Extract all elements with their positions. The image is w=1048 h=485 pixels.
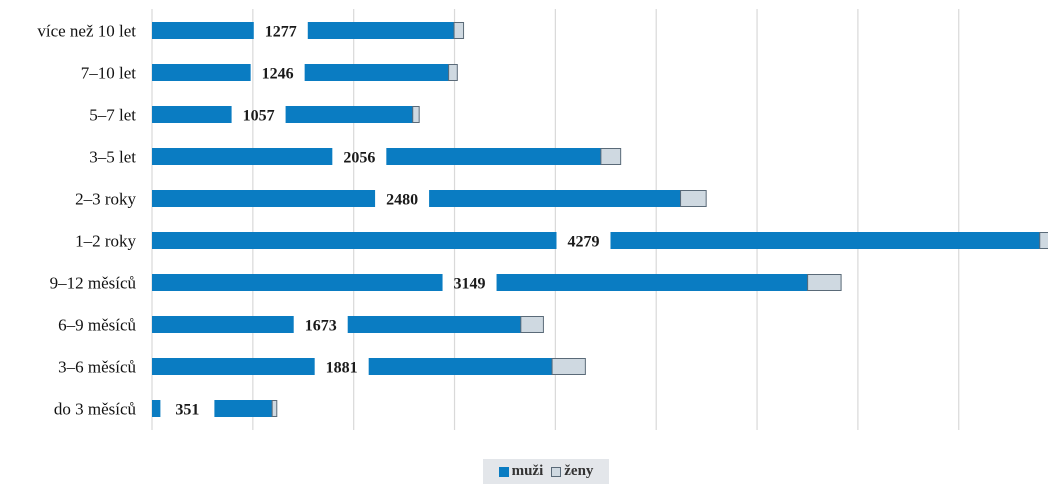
bar-zeny (680, 190, 707, 207)
bar-muzi (152, 316, 294, 333)
data-label: 3149 (454, 276, 486, 293)
bar-zeny (453, 22, 465, 39)
legend-label-zeny: ženy (564, 463, 594, 479)
data-label: 1881 (326, 360, 358, 377)
legend: muži ženy (483, 459, 609, 484)
bar-muzi (368, 358, 553, 375)
category-label: 7–10 let (81, 64, 137, 83)
legend-swatch-muzi (498, 466, 509, 477)
category-label: 3–5 let (89, 148, 136, 167)
category-label: 2–3 roky (75, 190, 136, 209)
data-label: 351 (175, 402, 199, 419)
bars (152, 22, 1048, 417)
category-label: 6–9 měsíců (58, 316, 136, 335)
bar-muzi (307, 22, 455, 39)
legend-label-muzi: muži (511, 463, 544, 479)
bar-muzi (386, 148, 601, 165)
bar-muzi (152, 232, 557, 249)
data-label: 1057 (243, 108, 275, 125)
legend-item-muzi: muži (498, 463, 544, 480)
bar-muzi (152, 358, 315, 375)
category-label: 9–12 měsíců (50, 274, 137, 293)
bar-muzi (496, 274, 808, 291)
data-label: 2056 (343, 150, 375, 167)
data-label: 4279 (568, 234, 600, 251)
bar-zeny (1039, 232, 1048, 249)
bar-muzi (152, 400, 161, 417)
bar-muzi (152, 106, 232, 123)
category-label: 3–6 měsíců (58, 358, 136, 377)
bar-muzi (304, 64, 449, 81)
bar-zeny (551, 358, 586, 375)
bar-muzi (152, 190, 376, 207)
legend-swatch-zeny (551, 466, 562, 477)
bar-zeny (807, 274, 842, 291)
bar-muzi (610, 232, 1040, 249)
category-label: více než 10 let (37, 22, 136, 41)
bar-muzi (152, 64, 251, 81)
bar-muzi (285, 106, 413, 123)
labels: více než 10 let 1277 7–10 let 1246 5–7 let 10… (37, 22, 599, 419)
data-label: 1277 (265, 24, 297, 41)
category-label: do 3 měsíců (54, 400, 137, 419)
data-label: 1246 (262, 66, 294, 83)
bar-muzi (152, 22, 254, 39)
bar-zeny (448, 64, 458, 81)
bar-muzi (152, 148, 333, 165)
category-label: 1–2 roky (75, 232, 136, 251)
bar-muzi (347, 316, 521, 333)
bar-zeny (600, 148, 622, 165)
category-label: 5–7 let (89, 106, 136, 125)
bar-zeny (412, 106, 420, 123)
bar-zeny (520, 316, 544, 333)
bar-zeny (271, 400, 278, 417)
data-label: 2480 (386, 192, 418, 209)
bar-muzi (214, 400, 273, 417)
legend-item-zeny: ženy (551, 463, 593, 480)
bar-muzi (429, 190, 681, 207)
bar-muzi (152, 274, 443, 291)
data-label: 1673 (305, 318, 337, 335)
